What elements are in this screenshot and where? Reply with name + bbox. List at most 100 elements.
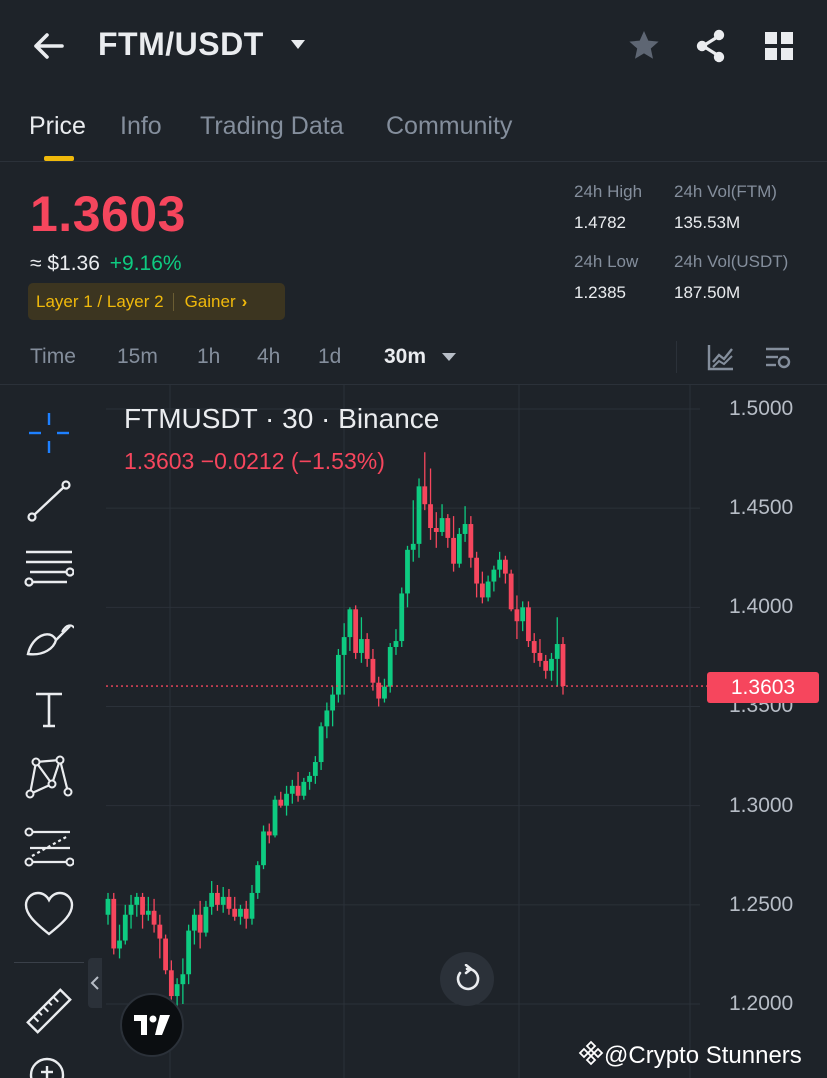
candle: [249, 892, 255, 919]
interval-15m[interactable]: 15m: [117, 345, 158, 368]
binance-logo-icon: [578, 1040, 604, 1066]
candle: [485, 581, 491, 598]
pair-title[interactable]: FTM/USDT: [98, 26, 264, 62]
stat-high-label: 24h High: [574, 182, 643, 201]
stat-low-value: 1.2385: [574, 283, 626, 302]
interval-4h[interactable]: 4h: [257, 345, 281, 368]
tradingview-logo[interactable]: [120, 993, 184, 1057]
active-tab-indicator: [44, 156, 74, 161]
candle: [226, 896, 232, 909]
tag-layer[interactable]: Layer 1 / Layer 2: [36, 291, 164, 311]
candle: [387, 647, 393, 687]
indicator-icon[interactable]: [706, 342, 736, 372]
stat-low-label: 24h Low: [574, 252, 639, 271]
toolbar-divider: [14, 962, 84, 963]
interval-caret-icon[interactable]: [440, 351, 458, 363]
toolbar-collapse-tab[interactable]: [88, 958, 102, 1008]
chevron-left-icon[interactable]: [90, 975, 100, 991]
caret-down-icon[interactable]: [288, 36, 308, 52]
text-tool-icon[interactable]: [24, 684, 74, 734]
candle: [445, 518, 451, 538]
candle: [410, 543, 416, 550]
candle: [163, 938, 168, 971]
candle: [428, 504, 433, 528]
candle: [243, 908, 249, 919]
chart-title: FTMUSDT · 30 · Binance: [124, 403, 440, 434]
candle: [105, 898, 111, 915]
horizontal-lines-icon[interactable]: [24, 544, 74, 594]
interval-divider: [676, 341, 677, 373]
pattern-tool-icon[interactable]: [24, 752, 74, 802]
trend-line-icon[interactable]: [24, 476, 74, 526]
candle: [514, 609, 520, 622]
candlestick-chart[interactable]: [0, 385, 827, 1078]
candle: [474, 557, 480, 584]
crosshair-icon[interactable]: [24, 408, 74, 458]
tab-community[interactable]: Community: [386, 112, 513, 140]
forecast-tool-icon[interactable]: [24, 822, 74, 872]
candle: [451, 537, 456, 564]
category-tags[interactable]: Layer 1 / Layer 2 Gainer ›: [28, 283, 285, 320]
interval-30m[interactable]: 30m: [384, 345, 427, 368]
grid-menu-icon[interactable]: [759, 26, 799, 66]
refresh-icon[interactable]: [452, 964, 482, 994]
candle: [232, 908, 238, 917]
candle: [347, 609, 353, 638]
brush-icon[interactable]: [24, 614, 74, 664]
ruler-icon[interactable]: [24, 986, 74, 1036]
candle: [278, 799, 284, 806]
interval-1d[interactable]: 1d: [318, 345, 342, 368]
y-axis-label: 1.2500: [729, 893, 794, 916]
price-usd-line: ≈ $1.36 +9.16%: [30, 252, 182, 276]
candle: [531, 641, 537, 653]
watermark: @Crypto Stunners: [578, 1040, 802, 1070]
candle: [140, 896, 145, 915]
heart-icon[interactable]: [24, 890, 74, 940]
y-axis-label: 1.5000: [729, 397, 794, 420]
tab-info[interactable]: Info: [120, 112, 162, 140]
candle: [382, 686, 387, 699]
candle: [370, 658, 376, 683]
candle: [318, 726, 324, 763]
candle: [330, 694, 336, 711]
candle: [405, 549, 410, 594]
last-price: 1.3603: [30, 186, 186, 242]
candle: [203, 906, 209, 933]
candle: [174, 984, 180, 997]
y-axis-label: 1.2000: [729, 992, 794, 1015]
tab-price[interactable]: Price: [29, 112, 86, 140]
candle: [537, 652, 543, 661]
tab-trading-data[interactable]: Trading Data: [200, 112, 344, 140]
chevron-right-icon[interactable]: ›: [241, 291, 248, 311]
interval-bar: Time 15m 1h 4h 1d 30m: [0, 333, 827, 385]
candle: [560, 644, 566, 687]
candle: [376, 682, 382, 699]
chart-ohlc-readout: 1.3603 −0.0212 (−1.53%): [124, 448, 385, 474]
candle: [520, 607, 526, 622]
candle: [128, 904, 134, 915]
back-arrow-icon[interactable]: [28, 26, 68, 66]
candle: [284, 793, 289, 806]
tag-divider: [172, 292, 174, 311]
interval-time[interactable]: Time: [30, 345, 76, 368]
candle: [295, 785, 301, 796]
top-bar: FTM/USDT: [0, 0, 827, 95]
candle: [215, 892, 220, 905]
tab-bar: Price Info Trading Data Community: [0, 100, 827, 162]
candle: [497, 559, 503, 570]
interval-1h[interactable]: 1h: [197, 345, 221, 368]
candle: [554, 644, 560, 659]
candle: [186, 930, 192, 975]
share-icon[interactable]: [691, 26, 731, 66]
tag-gainer[interactable]: Gainer: [184, 291, 236, 311]
y-axis-label: 1.4500: [729, 496, 794, 519]
candle: [312, 762, 318, 776]
candle: [543, 660, 549, 671]
chart-settings-icon[interactable]: [763, 342, 793, 372]
zoom-in-icon[interactable]: [28, 1056, 66, 1078]
reset-chart-button[interactable]: [440, 952, 494, 1006]
star-icon[interactable]: [624, 26, 664, 66]
candle: [261, 831, 266, 866]
candle: [422, 486, 428, 505]
price-change-percent: +9.16%: [109, 252, 182, 275]
